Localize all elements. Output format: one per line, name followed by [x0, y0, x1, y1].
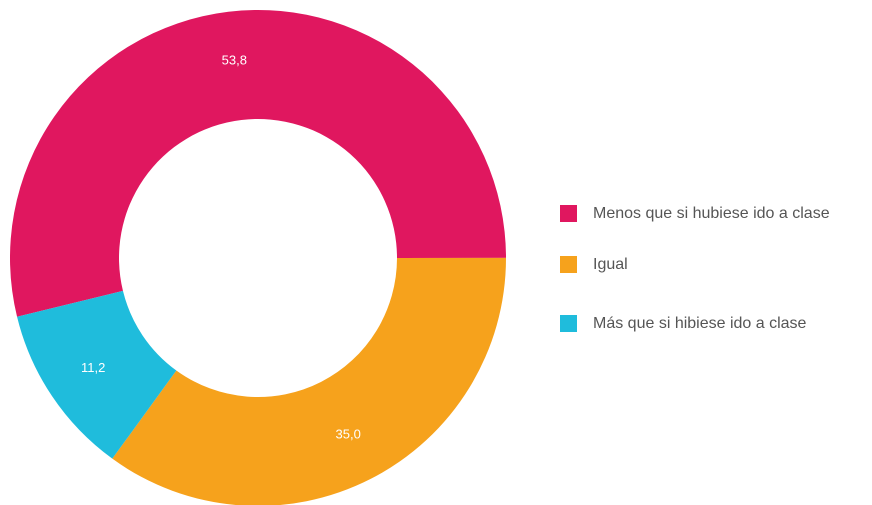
value-label: 53,8 [222, 52, 247, 67]
donut-slice [17, 290, 177, 459]
legend-swatch [560, 315, 577, 332]
legend-swatch [560, 205, 577, 222]
legend-label: Más que si hibiese ido a clase [593, 315, 807, 332]
legend-label: Igual [593, 256, 628, 273]
value-label: 11,2 [81, 360, 105, 375]
value-label: 35,0 [336, 426, 361, 441]
donut-slice [10, 10, 507, 317]
donut-slice [112, 257, 506, 505]
legend-label: Menos que si hubiese ido a clase [593, 205, 830, 222]
legend-swatch [560, 256, 577, 273]
